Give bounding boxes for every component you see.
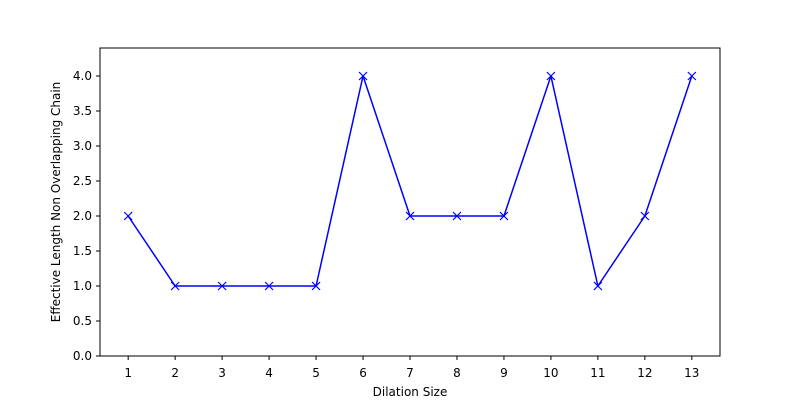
plot-area: 1 2 3 4 5 6 7 8 9 10 11 12 130.00.51.01.52.02.53.03.… (73, 47, 721, 380)
y-tick-label: 2.5 (73, 174, 92, 188)
y-tick-label: 4.0 (73, 69, 92, 83)
marker-stroke (593, 281, 603, 291)
x-tick-label: 9 (500, 366, 508, 380)
marker-stroke (687, 71, 697, 81)
marker-stroke (640, 211, 650, 221)
data-point-marker (687, 71, 697, 81)
data-point-marker (452, 211, 462, 221)
x-tick-label: 13 (684, 366, 699, 380)
data-point-marker (358, 71, 368, 81)
x-tick-label: 10 (543, 366, 558, 380)
x-tick-label: 2 (171, 366, 179, 380)
marker-stroke (264, 281, 274, 291)
x-tick-label: 6 (359, 366, 367, 380)
marker-stroke (546, 71, 556, 81)
x-tick-label: 8 (453, 366, 461, 380)
y-tick-label: 2.0 (73, 209, 92, 223)
y-tick-label: 0.5 (73, 314, 92, 328)
data-point-marker (311, 281, 321, 291)
x-tick-label: 4 (265, 366, 273, 380)
x-tick-label: 11 (590, 366, 605, 380)
marker-stroke (358, 71, 368, 81)
x-axis-label: Dilation Size (373, 385, 448, 399)
y-tick-label: 1.5 (73, 244, 92, 258)
y-tick-label: 0.0 (73, 349, 92, 363)
marker-stroke (499, 211, 509, 221)
data-point-marker (593, 281, 603, 291)
data-point-marker (499, 211, 509, 221)
y-tick-label: 3.5 (73, 104, 92, 118)
y-tick-label: 1.0 (73, 279, 92, 293)
data-point-marker (170, 281, 180, 291)
x-tick-label: 12 (637, 366, 652, 380)
x-tick-label: 7 (406, 366, 414, 380)
marker-stroke (217, 281, 227, 291)
marker-stroke (311, 281, 321, 291)
marker-stroke (452, 211, 462, 221)
data-point-marker (123, 211, 133, 221)
data-point-marker (405, 211, 415, 221)
data-point-marker (546, 71, 556, 81)
x-tick-label: 1 (124, 366, 132, 380)
marker-stroke (405, 211, 415, 221)
y-axis-label: Effective Length Non Overlapping Chain (49, 82, 63, 323)
data-point-marker (640, 211, 650, 221)
x-tick-label: 3 (218, 366, 226, 380)
y-tick-label: 3.0 (73, 139, 92, 153)
data-point-marker (264, 281, 274, 291)
marker-stroke (170, 281, 180, 291)
data-point-marker (217, 281, 227, 291)
marker-stroke (123, 211, 133, 221)
x-tick-label: 5 (312, 366, 320, 380)
